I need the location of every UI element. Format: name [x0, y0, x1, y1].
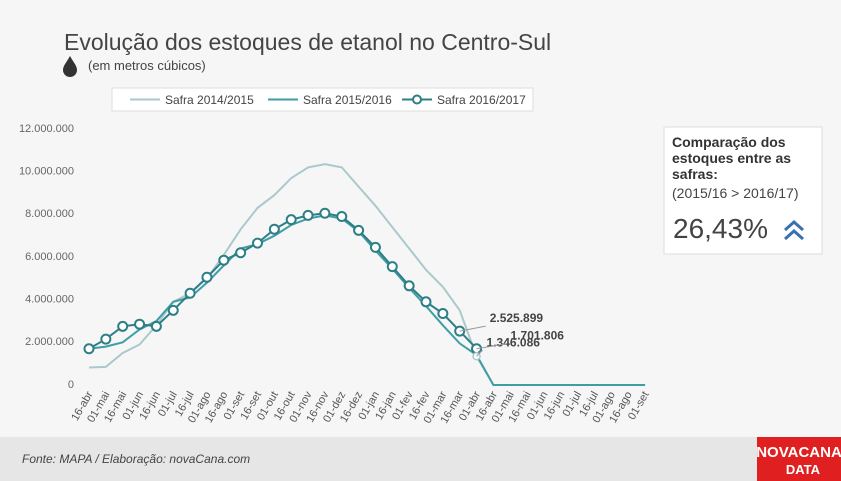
- label-leader: [476, 343, 507, 350]
- data-label: 1.701.806: [511, 329, 565, 343]
- footer-band: [0, 437, 841, 481]
- panel-heading: Comparação dos estoques entre as safras:: [672, 134, 792, 182]
- legend-marker: [412, 94, 422, 105]
- y-tick-label: 8.000.000: [25, 208, 74, 220]
- data-point: [201, 271, 213, 283]
- data-point: [420, 296, 432, 308]
- y-tick-label: 2.000.000: [25, 336, 74, 348]
- legend-box: [111, 87, 534, 112]
- chart-title: Evolução dos estoques de etanol no Centr…: [64, 29, 551, 55]
- data-label: 2.525.899: [490, 311, 544, 325]
- data-point: [336, 210, 348, 222]
- data-point: [386, 261, 398, 273]
- data-point: [437, 308, 449, 320]
- data-point: [319, 207, 331, 219]
- panel-heading-box: Comparação dos estoques entre as safras:: [672, 134, 792, 182]
- data-point: [218, 254, 230, 266]
- panel-value: 26,43%: [673, 213, 768, 244]
- y-tick-label: 12.000.000: [19, 123, 74, 135]
- legend-label: Safra 2016/2017: [437, 93, 526, 107]
- data-point: [369, 241, 381, 253]
- data-label: 1.346.086: [487, 335, 541, 349]
- y-tick-label: 6.000.000: [25, 251, 74, 263]
- legend-label: Safra 2015/2016: [303, 93, 392, 107]
- data-point: [353, 224, 365, 236]
- legend-label: Safra 2014/2015: [165, 93, 254, 107]
- panel-note: (2015/16 > 2016/17): [672, 185, 799, 201]
- chart-subtitle: (em metros cúbicos): [88, 58, 206, 73]
- y-tick-label: 4.000.000: [25, 294, 74, 306]
- footer-source: Fonte: MAPA / Elaboração: novaCana.com: [22, 452, 250, 466]
- data-point: [83, 343, 95, 355]
- data-point: [150, 320, 162, 332]
- logo-bottom: DATA: [786, 462, 821, 477]
- data-point: [134, 318, 146, 330]
- data-point: [235, 247, 247, 259]
- y-tick-label: 0: [68, 379, 74, 391]
- data-point: [100, 333, 112, 345]
- drop-icon: [63, 56, 77, 77]
- up-icon: [784, 219, 804, 241]
- data-point: [302, 209, 314, 221]
- series-line: [88, 214, 646, 386]
- label-leader: [476, 349, 483, 357]
- data-point: [252, 237, 263, 249]
- data-point: [403, 280, 415, 292]
- y-tick-label: 10.000.000: [19, 166, 74, 178]
- data-point: [167, 304, 179, 316]
- data-point: [184, 287, 196, 299]
- logo-box: [757, 437, 841, 481]
- data-point: [285, 214, 297, 226]
- label-leader: [459, 325, 486, 332]
- logo-top: NOVACANA: [756, 444, 841, 461]
- data-point: [268, 223, 280, 235]
- data-point: [117, 320, 129, 332]
